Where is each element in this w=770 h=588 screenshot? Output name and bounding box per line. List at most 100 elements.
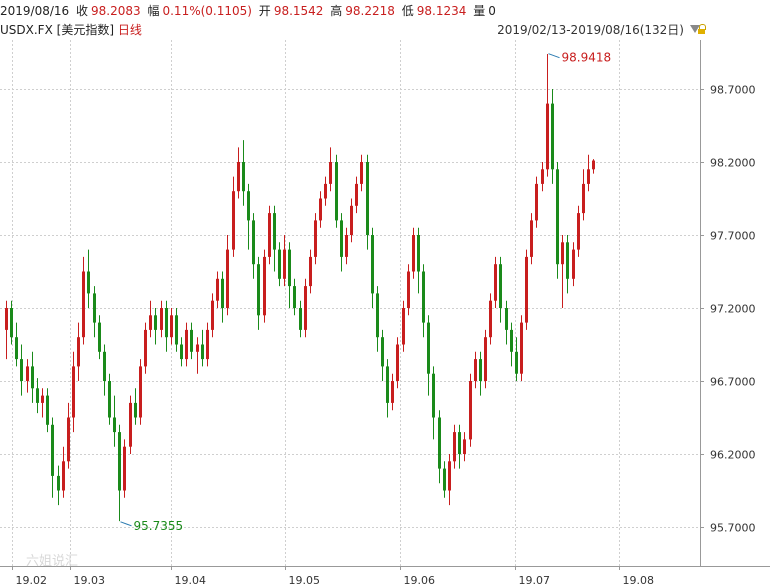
candle-body[interactable] — [149, 315, 152, 330]
candle-body[interactable] — [62, 461, 65, 491]
candle-body[interactable] — [72, 366, 75, 418]
candle-body[interactable] — [165, 308, 168, 338]
candle-body[interactable] — [278, 249, 281, 279]
candle-body[interactable] — [484, 337, 487, 381]
candle-body[interactable] — [242, 162, 245, 192]
candle-body[interactable] — [98, 322, 101, 352]
candle-body[interactable] — [479, 359, 482, 381]
candle-body[interactable] — [443, 468, 446, 491]
candle-body[interactable] — [530, 220, 533, 257]
candle-body[interactable] — [505, 308, 508, 330]
candle-body[interactable] — [304, 286, 307, 330]
candle-body[interactable] — [103, 351, 106, 381]
candle-body[interactable] — [36, 388, 39, 403]
candle-body[interactable] — [237, 162, 240, 192]
candle-body[interactable] — [293, 286, 296, 308]
candle-body[interactable] — [572, 249, 575, 279]
candle-body[interactable] — [412, 235, 415, 272]
candle-body[interactable] — [350, 205, 353, 235]
candle-body[interactable] — [535, 183, 538, 221]
candle-body[interactable] — [427, 322, 430, 374]
candle-body[interactable] — [232, 191, 235, 250]
candle-body[interactable] — [561, 242, 564, 265]
candle-body[interactable] — [196, 344, 199, 352]
candle-body[interactable] — [355, 183, 358, 206]
candle-body[interactable] — [5, 308, 8, 330]
candle-body[interactable] — [226, 249, 229, 308]
candle-body[interactable] — [67, 417, 70, 462]
candle-body[interactable] — [180, 344, 183, 360]
candle-body[interactable] — [592, 160, 595, 170]
candle-body[interactable] — [201, 344, 204, 360]
candle-body[interactable] — [175, 315, 178, 345]
candle-body[interactable] — [93, 293, 96, 323]
candle-body[interactable] — [510, 329, 513, 352]
candle-body[interactable] — [10, 308, 13, 338]
lock-icon[interactable] — [698, 24, 706, 34]
candle-body[interactable] — [26, 366, 29, 381]
candle-body[interactable] — [139, 366, 142, 418]
candle-body[interactable] — [432, 373, 435, 418]
candle-body[interactable] — [134, 402, 137, 418]
candle-body[interactable] — [366, 162, 369, 235]
candle-body[interactable] — [46, 395, 49, 425]
candle-body[interactable] — [123, 446, 126, 491]
candle-body[interactable] — [57, 475, 60, 491]
candle-body[interactable] — [154, 315, 157, 330]
candle-body[interactable] — [520, 322, 523, 374]
candle-body[interactable] — [556, 169, 559, 265]
candle-body[interactable] — [77, 337, 80, 367]
candle-body[interactable] — [489, 300, 492, 338]
candle-body[interactable] — [113, 417, 116, 433]
candle-body[interactable] — [329, 162, 332, 184]
candle-body[interactable] — [499, 264, 502, 308]
candle-body[interactable] — [474, 359, 477, 381]
candle-body[interactable] — [376, 293, 379, 338]
candle-body[interactable] — [417, 235, 420, 272]
candle-body[interactable] — [587, 169, 590, 184]
dropdown-triangle-icon[interactable] — [690, 25, 700, 33]
candle-body[interactable] — [309, 256, 312, 287]
candle-body[interactable] — [252, 220, 255, 265]
candle-body[interactable] — [448, 461, 451, 491]
candle-body[interactable] — [118, 432, 121, 491]
candle-body[interactable] — [402, 308, 405, 345]
candle-body[interactable] — [211, 300, 214, 330]
candle-body[interactable] — [494, 264, 497, 301]
candle-body[interactable] — [257, 264, 260, 316]
candle-body[interactable] — [582, 183, 585, 214]
candle-body[interactable] — [41, 395, 44, 403]
candle-body[interactable] — [51, 424, 54, 476]
candle-body[interactable] — [391, 381, 394, 403]
candle-body[interactable] — [381, 337, 384, 367]
candle-body[interactable] — [160, 308, 163, 330]
candle-body[interactable] — [541, 169, 544, 184]
candle-body[interactable] — [335, 162, 338, 221]
candle-body[interactable] — [566, 242, 569, 279]
candle-body[interactable] — [247, 191, 250, 221]
candle-body[interactable] — [324, 183, 327, 199]
candle-body[interactable] — [15, 337, 18, 360]
candle-body[interactable] — [525, 256, 528, 323]
candle-body[interactable] — [407, 271, 410, 309]
candle-body[interactable] — [87, 271, 90, 294]
candle-body[interactable] — [577, 213, 580, 250]
candle-body[interactable] — [129, 402, 132, 447]
candle-body[interactable] — [268, 213, 271, 257]
candle-body[interactable] — [216, 278, 219, 301]
candle-body[interactable] — [551, 103, 554, 170]
candle-body[interactable] — [31, 366, 34, 389]
candle-body[interactable] — [221, 278, 224, 308]
candle-body[interactable] — [20, 359, 23, 381]
candle-body[interactable] — [360, 162, 363, 184]
candle-body[interactable] — [396, 344, 399, 382]
candle-body[interactable] — [319, 198, 322, 221]
candle-body[interactable] — [273, 213, 276, 250]
candle-body[interactable] — [299, 308, 302, 330]
candle-body[interactable] — [170, 315, 173, 338]
candle-body[interactable] — [371, 235, 374, 294]
candle-body[interactable] — [422, 271, 425, 323]
candle-body[interactable] — [515, 351, 518, 374]
candle-body[interactable] — [185, 329, 188, 360]
